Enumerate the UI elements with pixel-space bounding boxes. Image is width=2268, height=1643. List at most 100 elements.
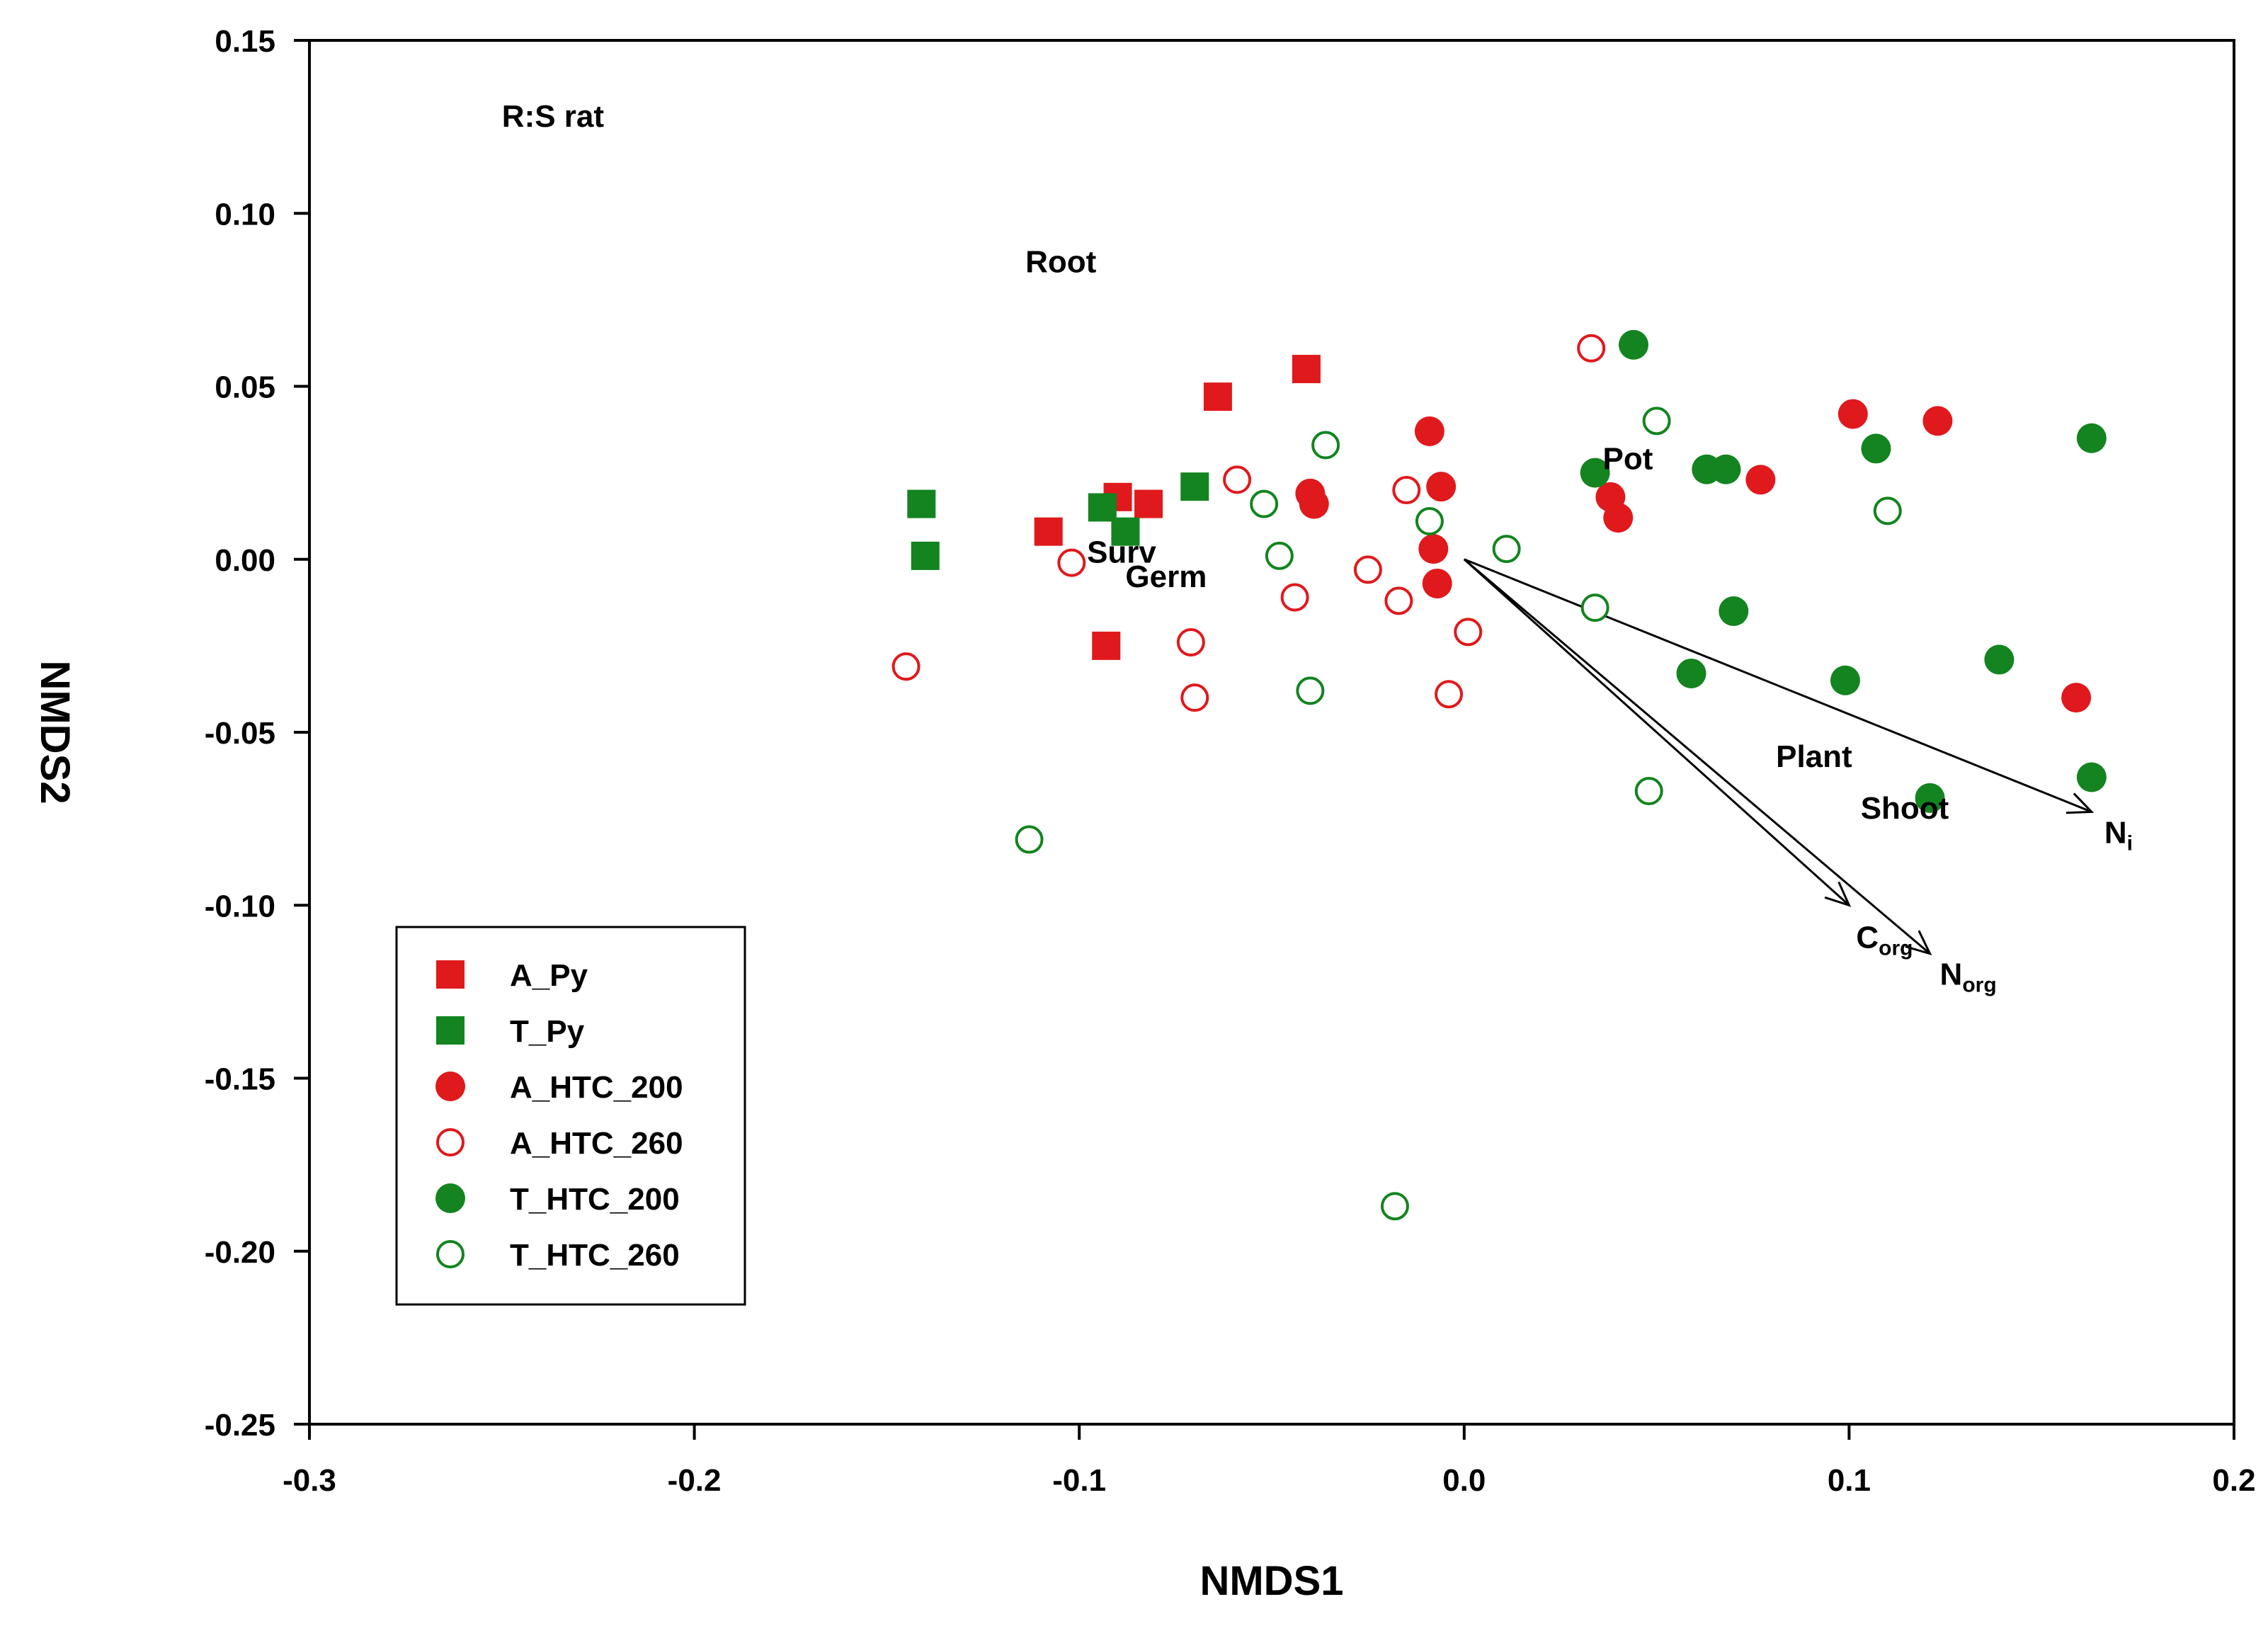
vector-arrowhead — [1824, 881, 1852, 907]
data-point — [1719, 596, 1749, 627]
data-point — [1618, 329, 1648, 360]
data-point — [911, 541, 940, 570]
y-tick-labels: 0.15 0.10 0.05 0.00 -0.05 -0.10 -0.15 -0.20 -0.2… — [205, 24, 275, 1443]
variable-label-root: Root — [1025, 244, 1097, 279]
data-point — [1392, 476, 1421, 505]
y-tick-label: -0.25 — [205, 1408, 275, 1443]
data-point — [891, 652, 921, 681]
legend-item-a-htc-260: A_HTC_260 — [436, 1126, 683, 1161]
x-tick-label: 0.1 — [1828, 1463, 1871, 1498]
series-a-htc-260 — [891, 334, 1606, 712]
data-point — [1861, 433, 1891, 464]
data-point — [1711, 454, 1741, 484]
data-point — [1837, 399, 1868, 429]
series-a-htc-200 — [1295, 399, 2092, 713]
x-axis-title: NMDS1 — [1199, 1558, 1343, 1604]
y-tick-label: 0.10 — [215, 197, 275, 232]
vector-corg: Corg — [1463, 558, 1913, 960]
legend-marker — [435, 1183, 465, 1213]
axis-ticks — [294, 39, 2235, 1440]
vector-line — [1464, 558, 2092, 813]
legend-label: A_HTC_260 — [510, 1126, 683, 1161]
data-point — [1915, 783, 1945, 813]
data-point — [1580, 593, 1609, 622]
data-point — [1634, 777, 1663, 806]
data-points — [891, 329, 2107, 1221]
variable-label-pot: Pot — [1602, 442, 1653, 477]
data-point — [1292, 355, 1321, 384]
data-point — [1422, 568, 1452, 598]
env-vectors: Ni Corg Norg — [1463, 558, 2133, 997]
vector-line — [1463, 558, 1931, 955]
data-point — [1492, 535, 1521, 564]
data-point — [1873, 496, 1902, 525]
data-point — [1435, 680, 1464, 709]
legend-marker — [436, 1240, 465, 1268]
data-point — [1180, 683, 1209, 712]
data-point — [1223, 465, 1252, 494]
data-point — [1426, 472, 1457, 502]
data-point — [1984, 644, 2015, 675]
y-tick-label: -0.15 — [205, 1062, 275, 1097]
y-tick-label: 0.15 — [215, 24, 275, 59]
legend-label: T_HTC_200 — [510, 1182, 680, 1217]
legend-item-t-htc-200: T_HTC_200 — [435, 1182, 680, 1217]
data-point — [1454, 618, 1483, 647]
data-point — [1134, 489, 1163, 518]
vector-arrowhead — [1905, 930, 1932, 956]
series-t-htc-260 — [1015, 407, 1902, 1221]
vector-label: Corg — [1856, 920, 1913, 960]
x-tick-label: 0.2 — [2212, 1463, 2255, 1498]
data-point — [2061, 683, 2092, 713]
x-tick-labels: -0.3 -0.2 -0.1 0.0 0.1 0.2 — [283, 1463, 2256, 1498]
y-tick-label: 0.05 — [215, 370, 275, 405]
variable-label-plant: Plant — [1776, 739, 1852, 774]
data-point — [2076, 762, 2107, 792]
vector-label: Norg — [1940, 957, 1997, 997]
vector-arrowhead — [2065, 792, 2095, 814]
data-point — [1034, 517, 1063, 546]
data-point — [1676, 658, 1706, 688]
x-tick-label: -0.2 — [668, 1463, 722, 1498]
series-a-py — [1034, 355, 1321, 660]
data-point — [1299, 489, 1329, 519]
data-point — [1745, 465, 1776, 495]
vector-norg: Norg — [1463, 558, 1997, 997]
data-point — [1111, 517, 1140, 546]
variable-label-germ: Germ — [1125, 559, 1207, 594]
data-point — [2076, 423, 2107, 453]
legend-marker — [436, 1128, 465, 1156]
data-point — [1603, 503, 1634, 533]
legend-marker — [436, 960, 465, 989]
y-tick-label: -0.05 — [205, 716, 275, 751]
vector-line — [1463, 558, 1850, 906]
legend-item-a-htc-200: A_HTC_200 — [435, 1070, 683, 1105]
legend: A_Py T_Py A_HTC_200 A_HTC_260 T_HTC_200 T_HTC… — [395, 926, 746, 1306]
data-point — [1311, 431, 1340, 460]
legend-label: T_HTC_260 — [510, 1238, 680, 1273]
data-point — [1830, 665, 1860, 695]
data-point — [1580, 457, 1610, 488]
legend-item-t-htc-260: T_HTC_260 — [436, 1238, 680, 1273]
y-axis-title: NMDS2 — [32, 660, 78, 804]
data-point — [1418, 534, 1449, 564]
data-point — [1353, 555, 1382, 584]
y-tick-label: -0.20 — [205, 1235, 275, 1270]
legend-item-t-py: T_Py — [436, 1014, 585, 1049]
data-point — [1415, 507, 1444, 536]
data-point — [1265, 541, 1294, 570]
variable-label-shoot: Shoot — [1861, 791, 1949, 826]
legend-marker — [435, 1071, 465, 1101]
data-point — [1250, 489, 1279, 518]
y-tick-label: -0.10 — [205, 889, 275, 923]
legend-label: T_Py — [510, 1014, 585, 1049]
data-point — [1180, 472, 1209, 501]
data-point — [1380, 1192, 1409, 1221]
variable-label-rsrat: R:S rat — [502, 99, 605, 134]
data-point — [1057, 548, 1086, 577]
data-point — [1203, 382, 1232, 411]
x-tick-label: 0.0 — [1442, 1463, 1486, 1498]
x-tick-label: -0.3 — [283, 1463, 336, 1498]
data-point — [1176, 627, 1205, 656]
